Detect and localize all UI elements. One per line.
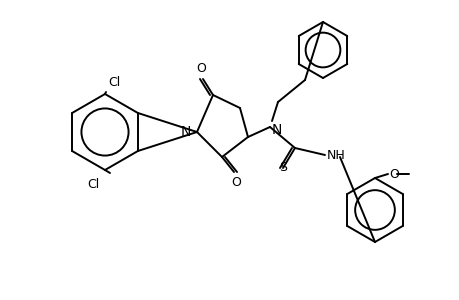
Text: NH: NH <box>326 148 345 161</box>
Text: O: O <box>196 62 206 75</box>
Text: N: N <box>271 123 282 137</box>
Text: O: O <box>388 167 398 181</box>
Text: N: N <box>180 125 190 139</box>
Text: O: O <box>230 176 241 189</box>
Text: Cl: Cl <box>108 76 120 89</box>
Text: Cl: Cl <box>88 178 100 191</box>
Text: S: S <box>279 161 286 174</box>
